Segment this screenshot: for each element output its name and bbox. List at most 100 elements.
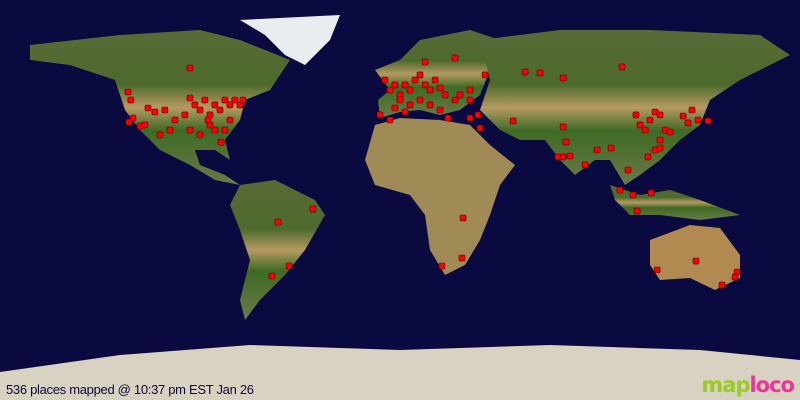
place-marker [629,191,637,199]
place-marker [641,126,649,134]
place-marker [166,126,174,134]
place-marker [211,101,219,109]
place-marker [141,121,149,129]
south-america [230,180,325,320]
place-marker [566,152,574,160]
place-marker [151,108,159,116]
place-marker [458,254,466,262]
place-marker [386,86,394,94]
place-marker [274,218,282,226]
place-marker [656,111,664,119]
place-marker [679,112,687,120]
place-marker [656,144,664,152]
place-marker [559,123,567,131]
place-marker [559,153,567,161]
place-marker [436,106,444,114]
place-marker [217,138,225,146]
place-marker [426,86,434,94]
place-marker [692,257,700,265]
place-marker [426,101,434,109]
place-marker [466,96,474,104]
place-marker [186,64,194,72]
greenland [240,15,340,65]
continents [0,15,800,400]
place-marker [416,96,424,104]
place-marker [231,96,239,104]
place-marker [161,106,169,114]
place-marker [694,116,702,124]
place-marker [391,81,399,89]
place-marker [239,96,247,104]
place-marker [593,146,601,154]
place-marker [632,111,640,119]
place-marker [391,104,399,112]
place-marker [144,104,152,112]
place-marker [646,116,654,124]
place-marker [416,71,424,79]
place-marker [156,131,164,139]
place-marker [624,166,632,174]
logo-part-map: map [701,373,750,397]
place-marker [401,81,409,89]
europe [375,30,500,118]
place-marker [221,96,229,104]
place-marker [633,207,641,215]
place-marker [656,136,664,144]
place-marker [647,189,655,197]
place-marker [216,106,224,114]
australia [650,225,740,290]
place-marker [704,117,712,125]
place-marker [226,116,234,124]
place-marker [431,76,439,84]
place-marker [476,124,484,132]
place-marker [381,76,389,84]
place-marker [196,106,204,114]
place-marker [181,111,189,119]
maploco-logo[interactable]: maploco [701,373,795,397]
place-marker [386,116,394,124]
place-marker [125,118,133,126]
place-marker [718,281,726,289]
place-marker [451,96,459,104]
africa [365,118,515,275]
place-marker [421,58,429,66]
place-marker [226,101,234,109]
place-marker [536,69,544,77]
place-marker [127,96,135,104]
place-marker [285,262,293,270]
place-marker [186,126,194,134]
place-marker [466,86,474,94]
antarctica [0,345,800,400]
place-marker [474,111,482,119]
place-marker [653,266,661,274]
place-marker [607,144,615,152]
place-marker [562,138,570,146]
place-marker [196,131,204,139]
place-marker [459,214,467,222]
place-marker [268,272,276,280]
place-marker [376,111,384,119]
place-marker [481,71,489,79]
logo-part-loco: loco [749,373,795,397]
place-marker [406,101,414,109]
place-marker [618,63,626,71]
place-marker [438,262,446,270]
place-marker [644,153,652,161]
place-marker [688,106,696,114]
place-marker [666,128,674,136]
place-marker [191,101,199,109]
place-marker [451,54,459,62]
place-marker [186,94,194,102]
place-marker [171,116,179,124]
place-marker [521,68,529,76]
indonesia [610,185,740,220]
place-marker [421,81,429,89]
place-marker [411,76,419,84]
asia [480,30,790,185]
places-count-caption: 536 places mapped @ 10:37 pm EST Jan 26 [6,382,254,397]
place-marker [124,88,132,96]
place-marker [731,273,739,281]
place-marker [616,186,624,194]
